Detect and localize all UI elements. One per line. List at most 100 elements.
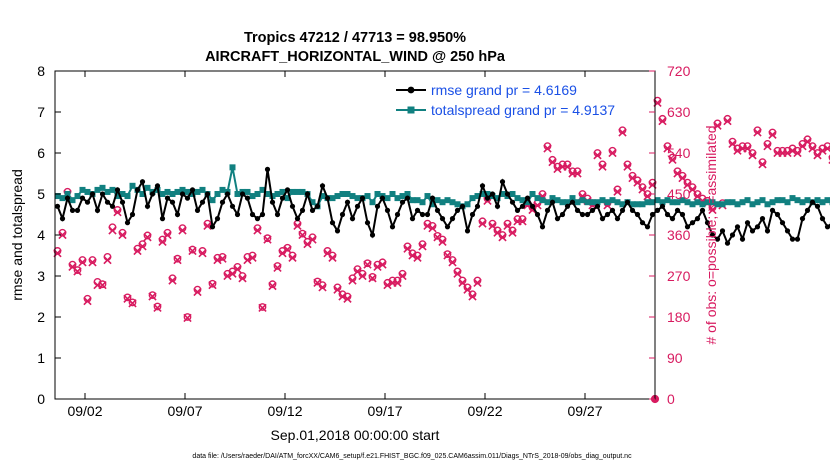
obs-assimilated-marker: [623, 162, 632, 171]
obs-assimilated-marker: [663, 144, 672, 153]
obs-possible-marker: [828, 154, 830, 161]
rmse-marker: [534, 211, 541, 218]
totalspread-marker: [499, 191, 506, 197]
totalspread-marker: [759, 197, 766, 204]
rmse-marker: [694, 216, 701, 222]
obs-assimilated-marker: [78, 258, 87, 267]
totalspread-marker: [104, 188, 111, 195]
obs-possible-marker: [378, 258, 387, 267]
left-y-tick-label: 4: [37, 227, 45, 243]
rmse-marker: [419, 211, 426, 218]
right-y-tick-label: 180: [667, 309, 691, 325]
rmse-marker: [244, 195, 251, 201]
rmse-marker: [499, 179, 506, 185]
rmse-marker: [139, 179, 146, 185]
obs-assimilated-marker: [438, 237, 447, 246]
totalspread-marker: [494, 195, 501, 202]
obs-possible-marker: [738, 142, 747, 151]
totalspread-marker: [734, 201, 741, 208]
totalspread-marker: [174, 188, 181, 195]
totalspread-marker: [354, 195, 361, 202]
rmse-marker: [219, 199, 226, 205]
obs-assimilated-marker: [748, 151, 757, 160]
rmse-marker: [349, 216, 356, 222]
totalspread-marker: [344, 191, 351, 197]
rmse-marker: [479, 183, 486, 189]
totalspread-marker: [69, 197, 76, 204]
obs-possible-marker: [363, 259, 372, 268]
totalspread-marker: [289, 188, 296, 195]
rmse-marker: [409, 216, 416, 222]
rmse-marker: [199, 199, 206, 205]
obs-possible-marker: [428, 221, 437, 230]
totalspread-marker: [479, 191, 486, 197]
totalspread-marker: [199, 186, 206, 193]
totalspread-marker: [774, 197, 781, 204]
obs-assimilated-marker: [238, 274, 247, 283]
rmse-marker: [484, 195, 491, 201]
left-y-tick-label: 0: [37, 391, 45, 407]
totalspread-marker: [694, 199, 701, 206]
totalspread-marker: [819, 199, 826, 206]
rmse-marker: [249, 211, 256, 218]
totalspread-marker: [254, 191, 261, 197]
obs-possible-marker: [443, 250, 452, 259]
obs-assimilated-marker: [193, 287, 202, 297]
totalspread-marker: [519, 197, 526, 204]
totalspread-marker: [339, 191, 346, 197]
legend-rmse-marker: [407, 86, 415, 94]
obs-possible-marker: [128, 298, 137, 307]
totalspread-marker: [414, 197, 421, 204]
rmse-marker: [469, 211, 476, 218]
right-y-axis: 0 90 180 270 360 450 540 630 720: [649, 63, 691, 407]
totalspread-marker: [219, 186, 226, 193]
totalspread-marker: [109, 186, 116, 193]
obs-assimilated-marker: [598, 162, 607, 171]
rmse-marker: [569, 199, 576, 205]
totalspread-marker: [389, 191, 396, 197]
rmse-marker: [269, 199, 276, 205]
totalspread-marker: [279, 188, 286, 195]
totalspread-marker: [674, 199, 681, 206]
obs-possible-marker: [418, 240, 427, 249]
totalspread-marker: [434, 197, 441, 204]
obs-possible-marker: [793, 146, 802, 155]
obs-assimilated-marker: [478, 219, 487, 228]
obs-possible-marker: [243, 252, 252, 261]
obs-assimilated-marker: [83, 296, 92, 306]
rmse-marker: [604, 211, 611, 218]
rmse-marker: [89, 191, 96, 197]
totalspread-marker: [259, 186, 266, 193]
obs-possible-marker: [648, 178, 657, 187]
obs-possible-marker: [558, 160, 567, 169]
obs-assimilated-marker: [468, 292, 477, 301]
obs-possible-marker: [298, 229, 307, 238]
obs-possible-marker: [228, 267, 237, 276]
legend-spread-marker: [407, 106, 415, 114]
rmse-marker: [434, 207, 441, 213]
right-y-tick-label: 0: [667, 391, 675, 407]
right-y-tick-label: 540: [667, 145, 691, 161]
rmse-marker: [359, 195, 366, 201]
obs-possible-marker: [73, 266, 82, 274]
obs-possible-marker: [98, 280, 107, 289]
totalspread-marker: [534, 195, 541, 202]
obs-assimilated-marker: [768, 130, 777, 139]
obs-assimilated-marker: [618, 128, 627, 137]
left-y-axis-label: rmse and totalspread: [9, 169, 25, 301]
obs-possible-marker: [303, 237, 312, 246]
rmse-marker: [149, 191, 156, 197]
obs-assimilated-marker: [758, 160, 767, 169]
right-y-tick-label: 90: [667, 350, 683, 366]
rmse-marker: [204, 191, 211, 197]
rmse-marker: [644, 224, 651, 230]
obs-possible-marker: [88, 256, 97, 264]
rmse-marker: [309, 207, 316, 213]
obs-possible-marker: [613, 185, 622, 194]
rmse-marker: [619, 207, 626, 213]
totalspread-marker: [604, 199, 611, 206]
totalspread-marker: [764, 201, 771, 208]
obs-possible-marker: [288, 251, 297, 260]
rmse-marker: [774, 211, 781, 218]
totalspread-marker: [619, 201, 626, 208]
